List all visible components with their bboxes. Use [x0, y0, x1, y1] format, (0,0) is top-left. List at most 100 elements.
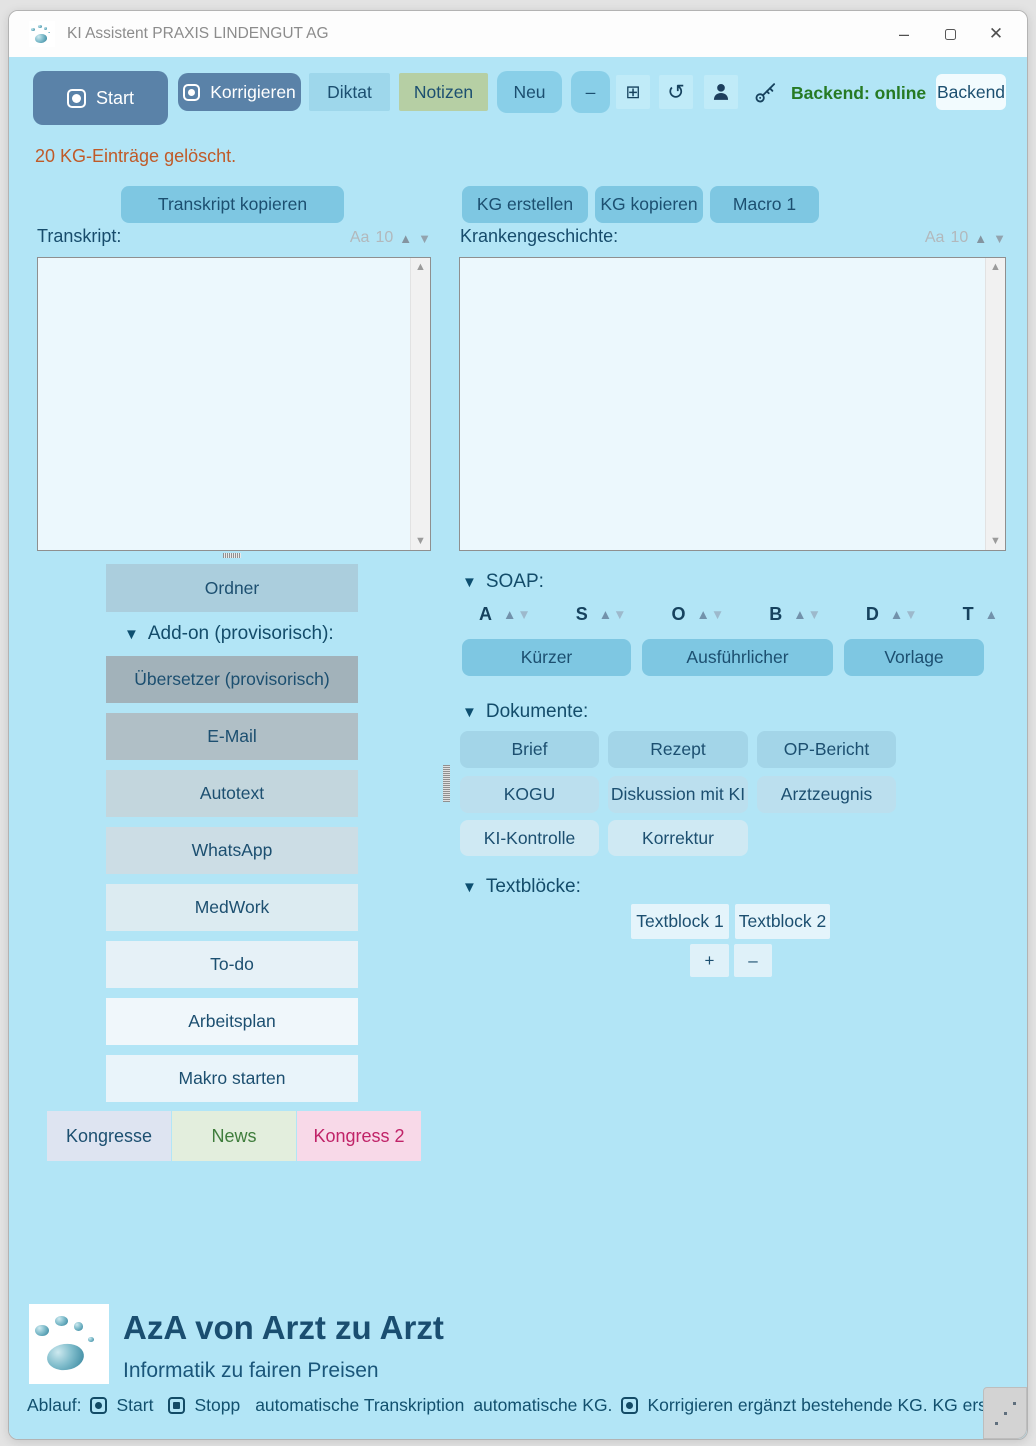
- rezept-button[interactable]: Rezept: [608, 731, 748, 768]
- neu-button[interactable]: Neu: [497, 71, 562, 113]
- textblock-2-button[interactable]: Textblock 2: [735, 904, 830, 939]
- collapse-arrow-icon[interactable]: ▼: [462, 703, 477, 721]
- kg-erstellen-button[interactable]: KG erstellen: [462, 186, 588, 223]
- font-aa-label: Aa: [349, 229, 370, 246]
- vorlage-button[interactable]: Vorlage: [844, 639, 984, 676]
- font-aa-label: Aa: [924, 229, 945, 246]
- font-increase-icon[interactable]: ▲: [399, 230, 413, 246]
- refresh-button[interactable]: ↺: [659, 75, 693, 109]
- font-decrease-icon[interactable]: ▼: [418, 230, 431, 246]
- ki-kontrolle-button[interactable]: KI-Kontrolle: [460, 820, 599, 856]
- menu-item-email[interactable]: E-Mail: [106, 713, 358, 760]
- notizen-button[interactable]: Notizen: [399, 73, 488, 111]
- font-increase-icon[interactable]: ▲: [974, 230, 988, 246]
- collapse-arrow-icon[interactable]: ▼: [124, 625, 139, 643]
- maximize-button[interactable]: [927, 14, 973, 54]
- font-decrease-icon[interactable]: ▼: [993, 230, 1006, 246]
- main-content: Start Korrigieren Diktat Notizen Neu – ⊞…: [9, 57, 1027, 1439]
- minimize-button[interactable]: –: [898, 24, 909, 44]
- soap-up-icon[interactable]: ▲: [984, 607, 999, 622]
- soap-section-header: ▼ SOAP:: [462, 571, 544, 592]
- kogu-button[interactable]: KOGU: [460, 776, 599, 813]
- soap-down-icon[interactable]: ▼: [613, 607, 628, 622]
- dokumente-section-header: ▼ Dokumente:: [462, 701, 589, 722]
- record-icon: [183, 83, 201, 101]
- transcript-label: Transkript:: [37, 226, 122, 246]
- scroll-up-icon[interactable]: ▲: [415, 261, 426, 273]
- tab-news[interactable]: News: [172, 1111, 296, 1161]
- menu-item-todo[interactable]: To-do: [106, 941, 358, 988]
- ablauf-status-line: Ablauf: Start Stopp automatische Transkr…: [27, 1395, 1012, 1416]
- diktat-button[interactable]: Diktat: [309, 73, 390, 111]
- collapse-arrow-icon[interactable]: ▼: [462, 573, 477, 591]
- key-icon: [755, 83, 776, 103]
- scroll-up-icon[interactable]: ▲: [990, 261, 1001, 273]
- scroll-down-icon[interactable]: ▼: [415, 535, 426, 547]
- soap-down-icon[interactable]: ▼: [904, 607, 919, 622]
- close-button[interactable]: ✕: [988, 24, 1004, 43]
- collapse-arrow-icon[interactable]: ▼: [462, 878, 477, 896]
- transcript-text[interactable]: [38, 258, 410, 550]
- record-icon: [90, 1397, 108, 1414]
- minus-button[interactable]: –: [571, 71, 610, 113]
- kg-scrollbar[interactable]: ▲ ▼: [985, 258, 1005, 550]
- transcript-label-row: Transkript: Aa 10 ▲ ▼: [37, 226, 431, 247]
- tab-kongress-2[interactable]: Kongress 2: [297, 1111, 421, 1161]
- textblock-1-button[interactable]: Textblock 1: [631, 904, 729, 939]
- ausfuehrlicher-button[interactable]: Ausführlicher: [642, 639, 833, 676]
- ablauf-start: Start: [116, 1395, 154, 1415]
- kg-kopieren-button[interactable]: KG kopieren: [595, 186, 703, 223]
- soap-down-icon[interactable]: ▼: [517, 607, 532, 622]
- menu-item-uebersetzer[interactable]: Übersetzer (provisorisch): [106, 656, 358, 703]
- arztzeugnis-button[interactable]: Arztzeugnis: [757, 776, 896, 813]
- brief-button[interactable]: Brief: [460, 731, 599, 768]
- korrigieren-button[interactable]: Korrigieren: [178, 73, 301, 111]
- soap-down-icon[interactable]: ▼: [807, 607, 822, 622]
- start-button[interactable]: Start: [33, 71, 168, 125]
- soap-up-icon[interactable]: ▲: [889, 607, 905, 622]
- soap-up-icon[interactable]: ▲: [793, 607, 808, 622]
- transcript-copy-button[interactable]: Transkript kopieren: [121, 186, 344, 223]
- addon-section-header: ▼ Add-on (provisorisch):: [124, 623, 334, 644]
- grid-icon: ⊞: [625, 81, 641, 102]
- vertical-splitter-grip[interactable]: [443, 765, 450, 802]
- soap-down-icon[interactable]: ▼: [710, 607, 726, 622]
- brand-tagline: Informatik zu fairen Preisen: [123, 1359, 379, 1382]
- menu-item-makro-starten[interactable]: Makro starten: [106, 1055, 358, 1102]
- menu-item-autotext[interactable]: Autotext: [106, 770, 358, 817]
- macro-1-button[interactable]: Macro 1: [710, 186, 819, 223]
- title-bar: KI Assistent PRAXIS LINDENGUT AG – ✕: [9, 11, 1027, 57]
- font-size-value: 10: [950, 229, 969, 246]
- user-icon: [713, 84, 729, 100]
- soap-control-d: D ▲▼: [865, 604, 919, 624]
- soap-controls-row: A ▲▼ S ▲▼ O ▲▼ B ▲▼ D ▲▼ T ▲: [479, 604, 999, 625]
- textblock-remove-button[interactable]: –: [734, 944, 772, 977]
- soap-up-icon[interactable]: ▲: [696, 607, 711, 622]
- grid-button[interactable]: ⊞: [616, 75, 650, 109]
- soap-control-o: O ▲▼: [671, 604, 726, 624]
- menu-item-arbeitsplan[interactable]: Arbeitsplan: [106, 998, 358, 1045]
- key-button[interactable]: [747, 75, 785, 109]
- korrektur-button[interactable]: Korrektur: [608, 820, 748, 856]
- menu-item-medwork[interactable]: MedWork: [106, 884, 358, 931]
- window-resize-grip[interactable]: [983, 1387, 1027, 1439]
- scroll-down-icon[interactable]: ▼: [990, 535, 1001, 547]
- transcript-scrollbar[interactable]: ▲ ▼: [410, 258, 430, 550]
- ordner-button[interactable]: Ordner: [106, 564, 358, 612]
- horizontal-splitter-grip[interactable]: [223, 553, 241, 558]
- ablauf-stopp: Stopp: [194, 1395, 241, 1415]
- textblock-add-button[interactable]: +: [690, 944, 729, 977]
- app-window: KI Assistent PRAXIS LINDENGUT AG – ✕ Sta…: [8, 10, 1028, 1440]
- menu-item-whatsapp[interactable]: WhatsApp: [106, 827, 358, 874]
- kuerzer-button[interactable]: Kürzer: [462, 639, 631, 676]
- soap-up-icon[interactable]: ▲: [598, 607, 614, 622]
- tab-kongresse[interactable]: Kongresse: [47, 1111, 171, 1161]
- diskussion-mit-ki-button[interactable]: Diskussion mit KI: [608, 776, 748, 813]
- transcript-textarea[interactable]: ▲ ▼: [37, 257, 431, 551]
- backend-button[interactable]: Backend: [936, 74, 1006, 110]
- soap-up-icon[interactable]: ▲: [503, 607, 518, 622]
- user-button[interactable]: [704, 75, 738, 109]
- kg-textarea[interactable]: ▲ ▼: [459, 257, 1006, 551]
- op-bericht-button[interactable]: OP-Bericht: [757, 731, 896, 768]
- kg-text[interactable]: [460, 258, 985, 550]
